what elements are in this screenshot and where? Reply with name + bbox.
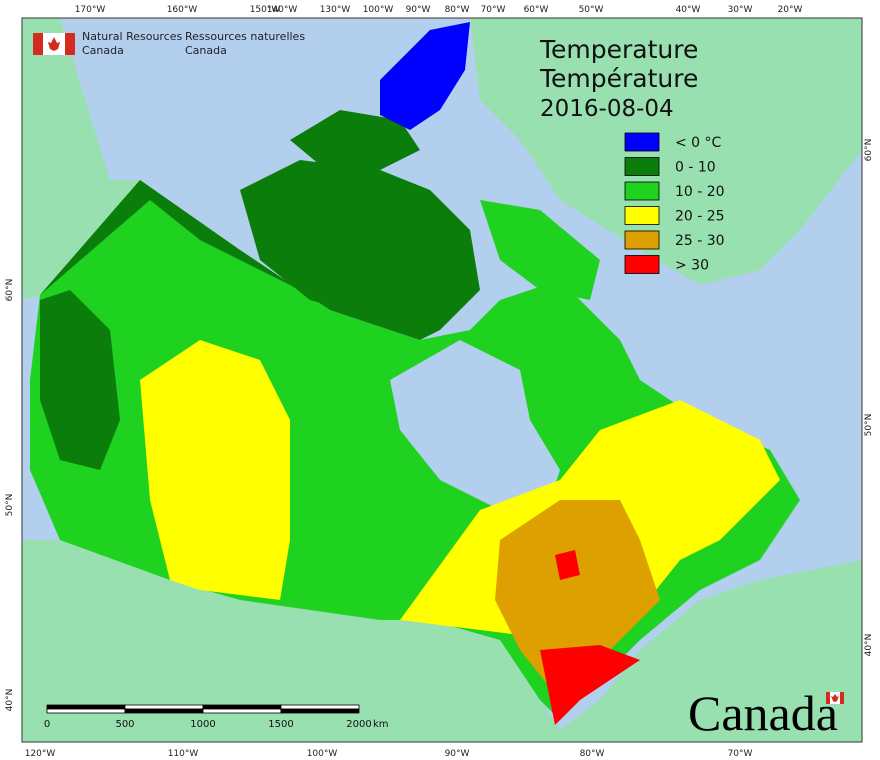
usa: [22, 540, 862, 742]
scale-segment: [46, 708, 126, 714]
land-0-10: [40, 290, 120, 470]
graticule-label: 120°W: [25, 749, 56, 759]
graticule-label: 40°W: [676, 5, 701, 15]
scale-label: 1000: [190, 719, 215, 730]
scale-segment: [124, 708, 204, 714]
title: Température: [539, 64, 698, 93]
hudson-bay: [390, 340, 560, 510]
legend-label: 25 - 30: [675, 233, 725, 249]
graticule-label: 90°W: [406, 5, 431, 15]
scale-segment: [202, 704, 282, 710]
scale-segment: [280, 704, 360, 710]
legend-swatch: [624, 255, 660, 274]
land-25-30: [495, 500, 660, 700]
graticule-label: 50°N: [864, 414, 874, 437]
graticule-label: 30°W: [728, 5, 753, 15]
org-name: Natural Resources: [82, 30, 183, 43]
legend-swatch: [624, 157, 660, 176]
graticule-label: 50°N: [5, 494, 15, 517]
legend-swatch: [624, 206, 660, 225]
legend-label: > 30: [675, 258, 709, 274]
alaska: [22, 18, 140, 300]
nrcan-flag: [33, 33, 75, 55]
org-name: Ressources naturelles: [185, 30, 305, 43]
canada-wordmark: Canada: [688, 685, 844, 741]
arctic-islands: [290, 110, 420, 170]
scale-segment: [280, 708, 360, 714]
graticule-label: 110°W: [168, 749, 199, 759]
graticule-label: 80°W: [580, 749, 605, 759]
scale-segment: [46, 704, 126, 710]
land-above-30: [540, 645, 640, 725]
graticule-label: 170°W: [75, 5, 106, 15]
baffin-island: [480, 200, 600, 300]
scale-segment: [202, 708, 282, 714]
title: Temperature: [539, 35, 698, 64]
legend-swatch: [624, 230, 660, 250]
legend-label: < 0 °C: [675, 135, 722, 151]
map-frame: [21, 17, 863, 743]
legend-label: 20 - 25: [675, 209, 725, 225]
scale-unit: km: [373, 719, 389, 730]
graticule-label: 100°W: [363, 5, 394, 15]
graticule-label: 140°W: [267, 5, 298, 15]
greenland: [470, 18, 862, 285]
scale-segment: [124, 704, 204, 710]
graticule-label: 100°W: [307, 749, 338, 759]
arctic-islands: [240, 160, 480, 330]
legend-label: 10 - 20: [675, 184, 725, 200]
graticule-label: 70°W: [728, 749, 753, 759]
legend-swatch: [624, 132, 660, 152]
graticule-label: 50°W: [579, 5, 604, 15]
wordmark: Canada: [688, 685, 838, 741]
legend: < 0 °C 0 - 10 10 - 20 20 - 25 25 - 30 > 30: [624, 132, 725, 274]
graticule-label: 40°N: [864, 634, 874, 657]
graticule-label: 150°W: [250, 5, 281, 15]
graticule-label: 90°W: [445, 749, 470, 759]
org-name: Canada: [82, 44, 124, 57]
graticule-label: 130°W: [320, 5, 351, 15]
legend-label: 0 - 10: [675, 160, 716, 176]
graticule-label: 60°N: [5, 279, 15, 302]
legend-swatch: [624, 181, 660, 201]
land-above-30: [555, 550, 580, 580]
scale-label: 1500: [268, 719, 293, 730]
scale-label: 0: [44, 719, 50, 730]
date: 2016-08-04: [540, 96, 674, 122]
scale-bar: 0 500 1000 1500 2000 km: [44, 704, 389, 730]
land-20-25: [140, 340, 290, 600]
graticule-label: 60°W: [524, 5, 549, 15]
map-area: [22, 18, 862, 742]
graticule-label: 60°N: [864, 139, 874, 162]
graticule-label: 80°W: [445, 5, 470, 15]
graticule-label: 160°W: [167, 5, 198, 15]
graticule-label: 70°W: [481, 5, 506, 15]
scale-label: 2000: [346, 719, 371, 730]
graticule-label: 20°W: [778, 5, 803, 15]
scale-label: 500: [115, 719, 134, 730]
ellesmere: [380, 22, 470, 130]
graticule-label: 40°N: [5, 689, 15, 712]
org-name: Canada: [185, 44, 227, 57]
